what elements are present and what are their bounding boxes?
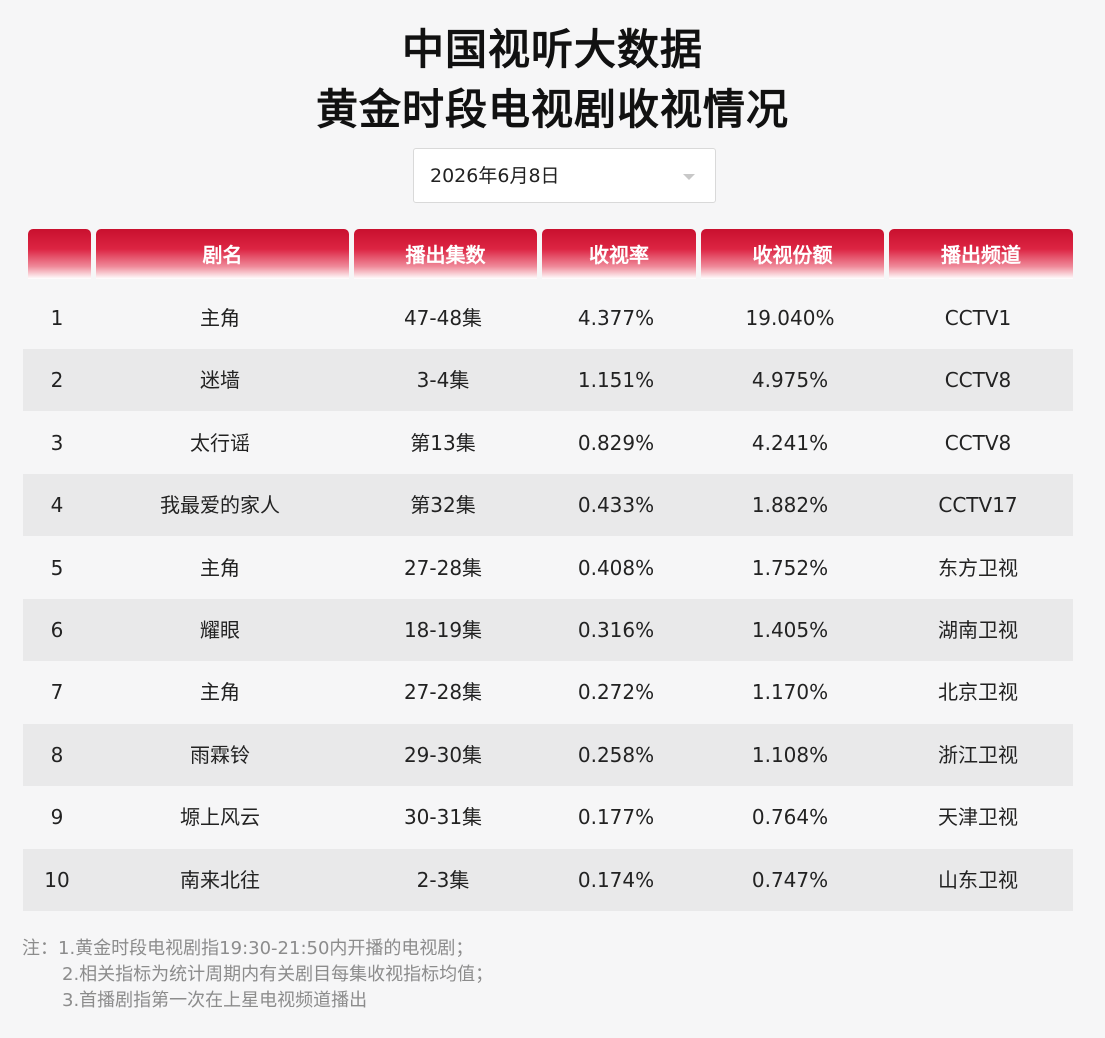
cell-episodes: 2-3集 xyxy=(416,868,470,892)
cell-name: 主角 xyxy=(200,306,240,330)
footnote-3: 3.首播剧指第一次在上星电视频道播出 xyxy=(22,988,493,1014)
cell-share: 4.975% xyxy=(751,368,829,392)
cell-rank: 8 xyxy=(50,743,64,767)
header-rank xyxy=(28,229,91,279)
cell-episodes: 47-48集 xyxy=(403,306,483,330)
cell-share: 1.752% xyxy=(751,556,829,580)
cell-share: 0.764% xyxy=(751,805,829,829)
table-row: 6 耀眼 18-19集 0.316% 1.405% 湖南卫视 xyxy=(23,599,1073,661)
table-row: 1 主角 47-48集 4.377% 19.040% CCTV1 xyxy=(23,287,1073,349)
cell-channel: 天津卫视 xyxy=(938,805,1018,829)
cell-rating: 0.272% xyxy=(577,680,655,704)
cell-share: 1.405% xyxy=(751,618,829,642)
cell-channel: 东方卫视 xyxy=(938,556,1018,580)
cell-name: 耀眼 xyxy=(200,618,240,642)
cell-channel: 山东卫视 xyxy=(938,868,1018,892)
cell-channel: 湖南卫视 xyxy=(938,618,1018,642)
header-share: 收视份额 xyxy=(701,229,884,279)
date-dropdown[interactable]: 2026年6月8日 xyxy=(413,148,716,203)
cell-rating: 0.174% xyxy=(577,868,655,892)
cell-rating: 0.177% xyxy=(577,805,655,829)
table-row: 7 主角 27-28集 0.272% 1.170% 北京卫视 xyxy=(23,661,1073,723)
cell-rank: 5 xyxy=(50,556,64,580)
table-row: 3 太行谣 第13集 0.829% 4.241% CCTV8 xyxy=(23,412,1073,474)
table-row: 4 我最爱的家人 第32集 0.433% 1.882% CCTV17 xyxy=(23,474,1073,536)
footnotes: 注：1.黄金时段电视剧指19:30-21:50内开播的电视剧； 2.相关指标为统… xyxy=(22,936,493,1014)
cell-name: 迷墙 xyxy=(200,368,240,392)
cell-share: 19.040% xyxy=(745,306,835,330)
cell-channel: CCTV8 xyxy=(944,431,1012,455)
cell-channel: CCTV8 xyxy=(944,368,1012,392)
cell-rank: 1 xyxy=(50,306,64,330)
cell-share: 1.108% xyxy=(751,743,829,767)
header-channel: 播出频道 xyxy=(889,229,1073,279)
cell-channel: 浙江卫视 xyxy=(938,743,1018,767)
cell-rank: 7 xyxy=(50,680,64,704)
cell-rating: 0.829% xyxy=(577,431,655,455)
table-row: 8 雨霖铃 29-30集 0.258% 1.108% 浙江卫视 xyxy=(23,724,1073,786)
table-row: 2 迷墙 3-4集 1.151% 4.975% CCTV8 xyxy=(23,349,1073,411)
cell-channel: CCTV17 xyxy=(938,493,1018,517)
footnote-text: 2.相关指标为统计周期内有关剧目每集收视指标均值； xyxy=(62,964,494,985)
cell-name: 太行谣 xyxy=(190,431,250,455)
cell-rank: 10 xyxy=(44,868,70,892)
cell-rating: 1.151% xyxy=(577,368,655,392)
footnote-prefix: 注： xyxy=(22,938,58,959)
cell-share: 4.241% xyxy=(751,431,829,455)
cell-rank: 3 xyxy=(50,431,64,455)
footnote-text: 1.黄金时段电视剧指19:30-21:50内开播的电视剧； xyxy=(58,938,474,959)
header-episodes: 播出集数 xyxy=(354,229,537,279)
cell-share: 0.747% xyxy=(751,868,829,892)
cell-episodes: 3-4集 xyxy=(416,368,470,392)
page-title: 中国视听大数据 xyxy=(401,25,703,74)
chevron-down-icon[interactable] xyxy=(683,174,695,180)
header-name: 剧名 xyxy=(96,229,349,279)
cell-episodes: 29-30集 xyxy=(403,743,483,767)
header-rating: 收视率 xyxy=(542,229,696,279)
cell-rating: 0.258% xyxy=(577,743,655,767)
cell-episodes: 27-28集 xyxy=(403,680,483,704)
cell-episodes: 18-19集 xyxy=(403,618,483,642)
cell-channel: 北京卫视 xyxy=(938,680,1018,704)
page-subtitle: 黄金时段电视剧收视情况 xyxy=(315,85,789,134)
cell-rating: 0.408% xyxy=(577,556,655,580)
cell-episodes: 第13集 xyxy=(410,431,476,455)
cell-name: 我最爱的家人 xyxy=(160,493,280,517)
cell-episodes: 第32集 xyxy=(410,493,476,517)
cell-name: 主角 xyxy=(200,680,240,704)
cell-rating: 4.377% xyxy=(577,306,655,330)
cell-rating: 0.316% xyxy=(577,618,655,642)
cell-name: 南来北往 xyxy=(180,868,260,892)
cell-name: 主角 xyxy=(200,556,240,580)
cell-channel: CCTV1 xyxy=(944,306,1012,330)
cell-rank: 9 xyxy=(50,805,64,829)
cell-episodes: 27-28集 xyxy=(403,556,483,580)
cell-episodes: 30-31集 xyxy=(403,805,483,829)
cell-name: 雨霖铃 xyxy=(190,743,250,767)
cell-rank: 2 xyxy=(50,368,64,392)
cell-rank: 4 xyxy=(50,493,64,517)
cell-share: 1.882% xyxy=(751,493,829,517)
cell-name: 塬上风云 xyxy=(180,805,260,829)
cell-share: 1.170% xyxy=(751,680,829,704)
cell-rank: 6 xyxy=(50,618,64,642)
footnote-2: 2.相关指标为统计周期内有关剧目每集收视指标均值； xyxy=(22,962,493,988)
footnote-1: 注：1.黄金时段电视剧指19:30-21:50内开播的电视剧； xyxy=(22,936,493,962)
cell-rating: 0.433% xyxy=(577,493,655,517)
table-row: 9 塬上风云 30-31集 0.177% 0.764% 天津卫视 xyxy=(23,786,1073,848)
footnote-text: 3.首播剧指第一次在上星电视频道播出 xyxy=(62,990,368,1011)
date-dropdown-value: 2026年6月8日 xyxy=(430,165,560,187)
table-row: 10 南来北往 2-3集 0.174% 0.747% 山东卫视 xyxy=(23,849,1073,911)
table-row: 5 主角 27-28集 0.408% 1.752% 东方卫视 xyxy=(23,537,1073,599)
